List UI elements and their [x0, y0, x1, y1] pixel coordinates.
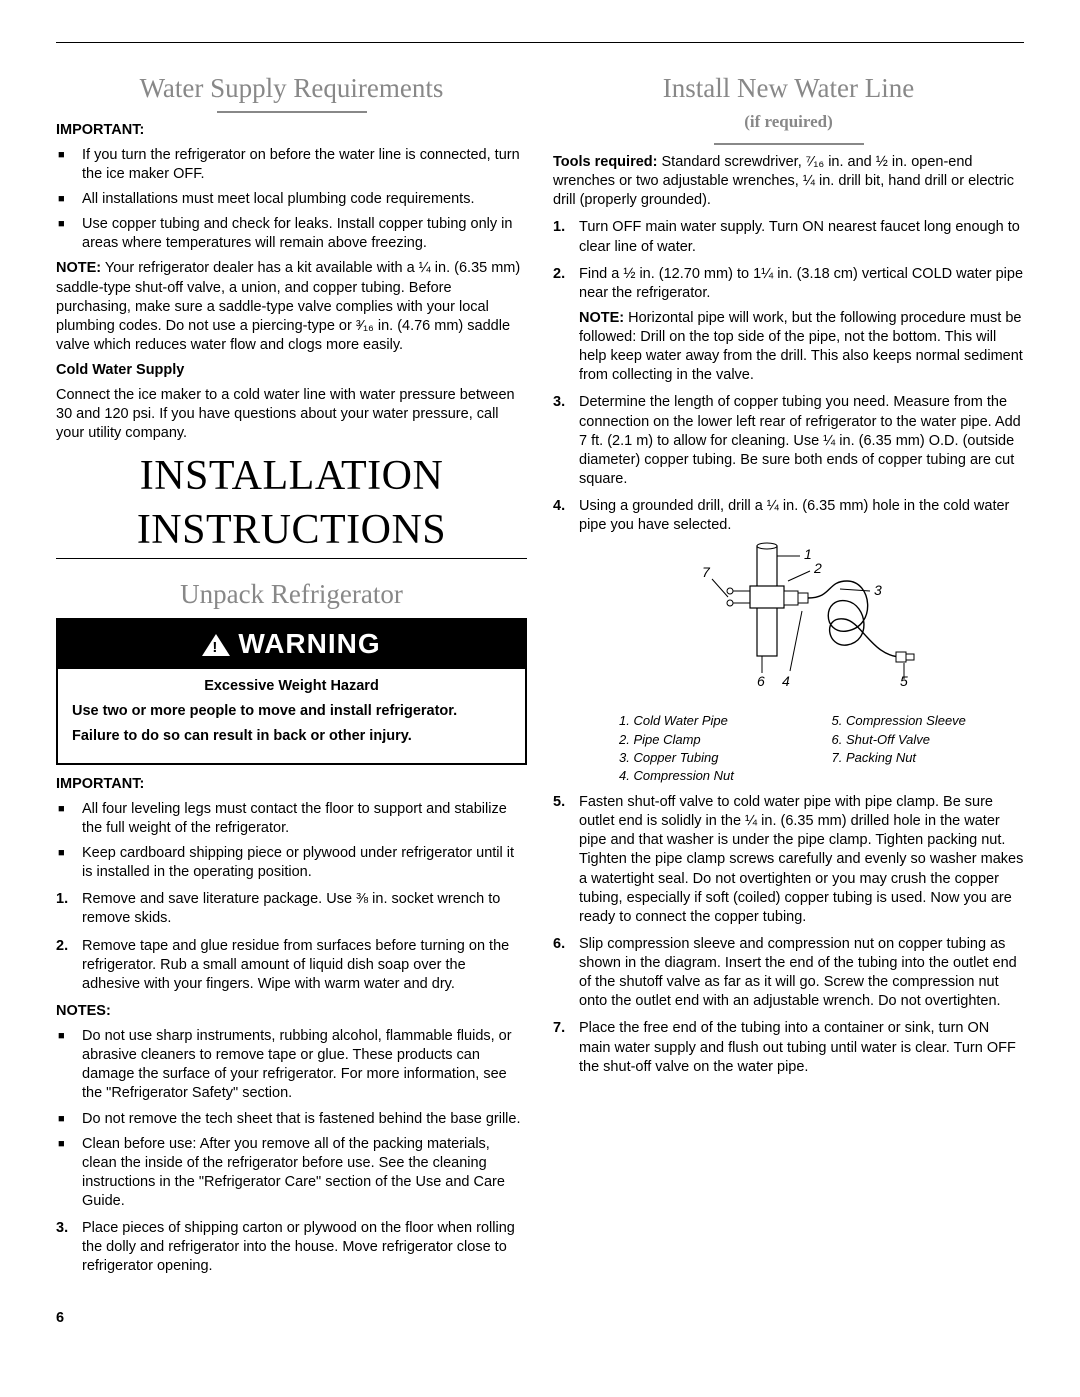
- step-item: Determine the length of copper tubing yo…: [575, 393, 1024, 489]
- important-label: IMPORTANT:: [56, 121, 527, 140]
- legend-col-right: 5. Compression Sleeve 6. Shut-Off Valve …: [832, 711, 1025, 785]
- unpack-heading: Unpack Refrigerator: [56, 577, 527, 613]
- step-item: Remove and save literature package. Use …: [78, 890, 527, 928]
- important-bullet-list: If you turn the refrigerator on before t…: [56, 146, 527, 254]
- warning-line: Failure to do so can result in back or o…: [72, 727, 511, 746]
- list-item: If you turn the refrigerator on before t…: [78, 146, 527, 184]
- installation-title-line2: INSTRUCTIONS: [56, 508, 527, 552]
- legend-item: 5. Compression Sleeve: [832, 712, 1025, 729]
- diagram-num-5: 5: [900, 673, 908, 689]
- step-text: Find a ½ in. (12.70 mm) to 1¼ in. (3.18 …: [579, 266, 1023, 301]
- page-number: 6: [56, 1309, 1024, 1328]
- note-text: Horizontal pipe will work, but the follo…: [579, 310, 1023, 383]
- step2-note: NOTE: Horizontal pipe will work, but the…: [579, 309, 1024, 386]
- heading-underline: [217, 111, 367, 113]
- step-item: Fasten shut-off valve to cold water pipe…: [575, 793, 1024, 927]
- note-label: NOTE:: [56, 260, 101, 276]
- note-label: NOTE:: [579, 310, 624, 326]
- install-water-line-heading: Install New Water Line: [553, 71, 1024, 107]
- legend-item: 6. Shut-Off Valve: [832, 731, 1025, 748]
- step-item: Slip compression sleeve and compression …: [575, 935, 1024, 1012]
- note-text: Your refrigerator dealer has a kit avail…: [56, 260, 520, 353]
- warning-line: Use two or more people to move and insta…: [72, 702, 511, 721]
- step-item: Using a grounded drill, drill a ¼ in. (6…: [575, 497, 1024, 785]
- two-column-layout: Water Supply Requirements IMPORTANT: If …: [56, 53, 1024, 1285]
- diagram-legend: 1. Cold Water Pipe 2. Pipe Clamp 3. Copp…: [619, 711, 1024, 785]
- legend-col-left: 1. Cold Water Pipe 2. Pipe Clamp 3. Copp…: [619, 711, 812, 785]
- diagram-num-1: 1: [804, 546, 812, 562]
- unpack-steps-continued: Place pieces of shipping carton or plywo…: [56, 1219, 527, 1276]
- list-item: Do not remove the tech sheet that is fas…: [78, 1110, 527, 1129]
- install-steps: Turn OFF main water supply. Turn ON near…: [553, 218, 1024, 1076]
- warning-hazard-line: Excessive Weight Hazard: [72, 677, 511, 696]
- list-item: All four leveling legs must contact the …: [78, 800, 527, 838]
- warning-header: WARNING: [58, 620, 525, 669]
- legend-item: 7. Packing Nut: [832, 749, 1025, 766]
- cold-water-supply-text: Connect the ice maker to a cold water li…: [56, 386, 527, 443]
- tools-required-label: Tools required:: [553, 154, 657, 170]
- diagram-num-7: 7: [702, 564, 711, 580]
- right-column: Install New Water Line (if required) Too…: [553, 53, 1024, 1285]
- notes-bullet-list: Do not use sharp instruments, rubbing al…: [56, 1027, 527, 1211]
- warning-box: WARNING Excessive Weight Hazard Use two …: [56, 618, 527, 764]
- legend-item: 1. Cold Water Pipe: [619, 712, 812, 729]
- warning-triangle-icon: [202, 634, 230, 656]
- installation-title-line1: INSTALLATION: [56, 454, 527, 498]
- diagram-svg: 1 2 3 4 5 6 7: [672, 541, 932, 701]
- diagram-num-6: 6: [757, 673, 765, 689]
- diagram-num-3: 3: [874, 582, 882, 598]
- tools-required-paragraph: Tools required: Standard screwdriver, ⁷⁄…: [553, 153, 1024, 210]
- legend-item: 2. Pipe Clamp: [619, 731, 812, 748]
- water-line-diagram: 1 2 3 4 5 6 7: [579, 541, 1024, 707]
- step-item: Place the free end of the tubing into a …: [575, 1019, 1024, 1076]
- step-item: Place pieces of shipping carton or plywo…: [78, 1219, 527, 1276]
- step-text: Using a grounded drill, drill a ¼ in. (6…: [579, 498, 1009, 533]
- warning-header-text: WARNING: [238, 626, 380, 663]
- step-item: Find a ½ in. (12.70 mm) to 1¼ in. (3.18 …: [575, 265, 1024, 386]
- list-item: Use copper tubing and check for leaks. I…: [78, 215, 527, 253]
- important-label-2: IMPORTANT:: [56, 775, 527, 794]
- legend-item: 4. Compression Nut: [619, 767, 812, 784]
- if-required-subtitle: (if required): [553, 111, 1024, 133]
- step-item: Turn OFF main water supply. Turn ON near…: [575, 218, 1024, 256]
- important-bullet-list-2: All four leveling legs must contact the …: [56, 800, 527, 883]
- list-item: Do not use sharp instruments, rubbing al…: [78, 1027, 527, 1104]
- installation-rule: [56, 558, 527, 559]
- step-item: Remove tape and glue residue from surfac…: [78, 937, 527, 994]
- page: Water Supply Requirements IMPORTANT: If …: [0, 0, 1080, 1358]
- top-rule: [56, 42, 1024, 43]
- heading-underline: [714, 143, 864, 145]
- legend-item: 3. Copper Tubing: [619, 749, 812, 766]
- list-item: Clean before use: After you remove all o…: [78, 1135, 527, 1212]
- diagram-num-2: 2: [813, 560, 822, 576]
- list-item: Keep cardboard shipping piece or plywood…: [78, 844, 527, 882]
- warning-body: Excessive Weight Hazard Use two or more …: [58, 669, 525, 762]
- left-column: Water Supply Requirements IMPORTANT: If …: [56, 53, 527, 1285]
- notes-label: NOTES:: [56, 1002, 527, 1021]
- diagram-num-4: 4: [782, 673, 790, 689]
- unpack-steps: Remove and save literature package. Use …: [56, 890, 527, 994]
- cold-water-supply-label: Cold Water Supply: [56, 361, 527, 380]
- water-supply-heading: Water Supply Requirements: [56, 71, 527, 107]
- installation-title-block: INSTALLATION INSTRUCTIONS: [56, 454, 527, 552]
- note-paragraph: NOTE: Your refrigerator dealer has a kit…: [56, 259, 527, 355]
- list-item: All installations must meet local plumbi…: [78, 190, 527, 209]
